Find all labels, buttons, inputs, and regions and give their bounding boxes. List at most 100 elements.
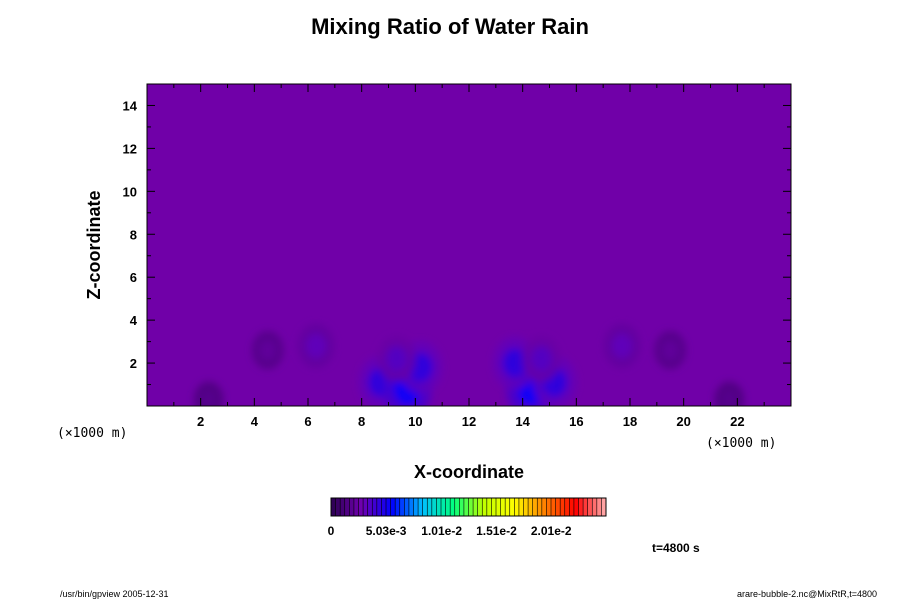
y-tick-label: 8 — [130, 227, 137, 242]
y-tick-label: 10 — [123, 184, 137, 199]
colorbar-cell — [560, 498, 566, 516]
colorbar-cell — [331, 498, 336, 516]
x-tick-label: 2 — [197, 414, 204, 429]
colorbar-cell — [528, 498, 533, 516]
colorbar-cell — [372, 498, 378, 516]
colorbar-cell — [349, 498, 355, 516]
x-axis-label: X-coordinate — [414, 462, 524, 482]
rain-region-core — [200, 389, 217, 406]
colorbar-tick-label: 2.01e-2 — [531, 524, 572, 538]
colorbar-cell — [413, 498, 419, 516]
colorbar-cell — [509, 498, 515, 516]
colorbar-tick-label: 1.01e-2 — [421, 524, 462, 538]
colorbar-cell — [500, 498, 506, 516]
colorbar-cell — [445, 498, 451, 516]
colorbar-cell — [427, 498, 433, 516]
y-tick-label: 6 — [130, 270, 137, 285]
colorbar-cell — [537, 498, 543, 516]
y-axis-unit: (×1000 m) — [57, 426, 128, 441]
colorbar-cell — [381, 498, 387, 516]
colorbar-cell — [601, 498, 607, 516]
colorbar-tick-label: 0 — [328, 524, 335, 538]
rain-blobs — [194, 323, 744, 406]
rain-region-core — [386, 346, 408, 372]
colorbar-cell — [344, 498, 350, 516]
x-tick-label: 16 — [569, 414, 583, 429]
colorbar-cell — [404, 498, 410, 516]
colorbar-cell — [482, 498, 488, 516]
colorbar-cell — [578, 498, 584, 516]
colorbar-cell — [376, 498, 382, 516]
y-axis: 2 4 6 8 10 12 14 — [123, 98, 791, 386]
colorbar-cell — [573, 498, 579, 516]
colorbar-cell — [587, 498, 593, 516]
colorbar-cell — [518, 498, 524, 516]
colorbar-cell — [358, 498, 364, 516]
plot-background — [147, 84, 791, 406]
colorbar-cell — [422, 498, 428, 516]
colorbar-cell — [450, 498, 456, 516]
x-tick-label: 22 — [730, 414, 744, 429]
colorbar-cell — [418, 498, 423, 516]
colorbar-cell — [473, 498, 478, 516]
colorbar-cell — [477, 498, 483, 516]
x-tick-label: 14 — [515, 414, 530, 429]
colorbar-cell — [491, 498, 497, 516]
x-tick-label: 10 — [408, 414, 422, 429]
colorbar-cell — [514, 498, 520, 516]
colorbar-cell — [555, 498, 561, 516]
rain-region-core — [661, 339, 679, 361]
rain-region-core — [305, 333, 327, 359]
colorbar-cell — [569, 498, 575, 516]
colorbar-cell — [564, 498, 570, 516]
y-axis-label: Z-coordinate — [84, 190, 104, 299]
chart-title: Mixing Ratio of Water Rain — [311, 14, 589, 39]
colorbar-cell — [431, 498, 437, 516]
x-tick-label: 12 — [462, 414, 476, 429]
colorbar-cell — [546, 498, 552, 516]
x-tick-label: 18 — [623, 414, 637, 429]
colorbar-cell — [454, 498, 460, 516]
y-tick-label: 12 — [123, 141, 137, 156]
rain-region-core — [721, 389, 738, 406]
colorbar-cell — [441, 498, 446, 516]
y-tick-label: 2 — [130, 356, 137, 371]
rain-region-core — [611, 333, 633, 359]
colorbar-cell — [505, 498, 511, 516]
colorbar-cell — [551, 498, 556, 516]
colorbar-cell — [523, 498, 529, 516]
rain-field — [194, 323, 744, 406]
colorbar-cell — [583, 498, 588, 516]
colorbar-cell — [532, 498, 538, 516]
y-tick-label: 4 — [130, 313, 138, 328]
footer-right: arare-bubble-2.nc@MixRtR,t=4800 — [737, 589, 877, 599]
colorbar-cell — [386, 498, 391, 516]
colorbar-cell — [592, 498, 598, 516]
y-tick-label: 14 — [123, 98, 138, 113]
x-tick-label: 8 — [358, 414, 365, 429]
colorbar-cell — [340, 498, 346, 516]
colorbar-cell — [367, 498, 373, 516]
rain-region-core — [259, 339, 277, 361]
colorbar-cell — [408, 498, 414, 516]
colorbar-cell — [541, 498, 547, 516]
colorbar-cell — [496, 498, 501, 516]
colorbar-tick-label: 5.03e-3 — [366, 524, 407, 538]
colorbar: 0 5.03e-3 1.01e-2 1.51e-2 2.01e-2 — [328, 497, 607, 538]
rain-region-core — [530, 346, 552, 372]
colorbar-cell — [390, 498, 396, 516]
x-tick-label: 6 — [304, 414, 311, 429]
colorbar-cell — [463, 498, 469, 516]
colorbar-cell — [459, 498, 465, 516]
x-tick-label: 4 — [251, 414, 259, 429]
x-tick-label: 20 — [676, 414, 690, 429]
colorbar-cell — [468, 498, 474, 516]
x-axis: 2 4 6 8 10 12 14 16 18 20 22 — [173, 84, 765, 429]
colorbar-cell — [363, 498, 368, 516]
colorbar-cell — [395, 498, 401, 516]
colorbar-cell — [399, 498, 405, 516]
time-label: t=4800 s — [652, 541, 700, 555]
colorbar-cell — [596, 498, 602, 516]
x-axis-unit: (×1000 m) — [706, 436, 777, 451]
